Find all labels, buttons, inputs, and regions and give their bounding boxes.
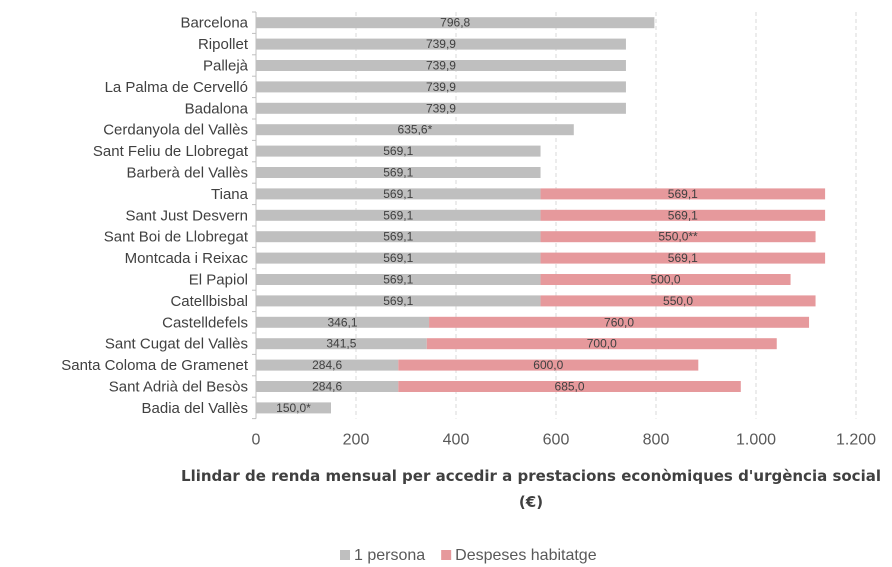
category-label: Catellbisbal (170, 293, 248, 310)
bar-1-persona (256, 209, 541, 221)
bar-1-persona (256, 167, 541, 178)
bar-1-persona (256, 402, 331, 414)
bar-1-persona (256, 316, 430, 328)
category-label: Badalona (185, 100, 249, 117)
x-tick-label: 0 (252, 432, 261, 449)
bar-1-persona (256, 60, 626, 71)
data-label: 284,6 (312, 358, 342, 372)
category-label: Sant Adrià del Besòs (109, 379, 248, 396)
bar-despeses-habitatge (540, 231, 816, 243)
data-label: 569,1 (668, 251, 698, 265)
data-label: 700,0 (587, 337, 617, 351)
bar-1-persona (256, 274, 541, 285)
data-label: 500,0 (651, 273, 681, 287)
data-label: 635,6* (398, 123, 433, 137)
data-label: 569,1 (383, 251, 413, 265)
bar-1-persona (256, 145, 541, 157)
bar-despeses-habitatge (540, 295, 816, 307)
data-label: 569,1 (383, 294, 413, 308)
category-label: Montcada i Reixac (125, 250, 249, 267)
bar-1-persona (256, 252, 541, 264)
x-tick-labels: 0 200 400 600 800 1.000 1.200 (252, 432, 877, 449)
bar-1-persona (256, 231, 541, 243)
bar-despeses-habitatge (540, 274, 791, 285)
category-label: El Papiol (189, 272, 248, 289)
bar-despeses-habitatge (398, 359, 699, 371)
bar-despeses-habitatge (398, 381, 741, 392)
bar-1-persona (256, 102, 626, 114)
data-label: 341,5 (326, 337, 356, 351)
data-label: 569,1 (383, 144, 413, 158)
bar-1-persona (256, 124, 574, 136)
category-label: Castelldefels (162, 314, 248, 331)
data-label: 739,9 (426, 37, 456, 51)
category-label: Cerdanyola del Vallès (103, 122, 248, 139)
legend-swatch-1-persona (340, 550, 350, 560)
data-label: 346,1 (328, 315, 358, 329)
bar-1-persona (256, 188, 541, 200)
legend-swatch-despeses-habitatge (441, 550, 452, 560)
data-label: 569,1 (383, 166, 413, 180)
data-label: 569,1 (383, 208, 413, 222)
data-label: 760,0 (604, 315, 634, 329)
data-label: 569,1 (383, 230, 413, 244)
data-label: 569,1 (383, 273, 413, 287)
bar-despeses-habitatge (426, 338, 777, 350)
x-tick-label: 200 (343, 432, 370, 449)
category-labels: Barcelona Ripollet Pallejà La Palma de Cerv… (61, 11, 256, 420)
bar-1-persona (256, 81, 626, 93)
category-label: Barcelona (180, 15, 248, 32)
category-label: Santa Coloma de Gramenet (61, 357, 249, 374)
category-label: Ripollet (198, 36, 249, 53)
data-label: 739,9 (426, 59, 456, 73)
bar-1-persona (256, 295, 541, 307)
x-axis-title-line-2: (€) (519, 493, 543, 511)
data-label: 569,1 (383, 187, 413, 201)
category-label: Sant Feliu de Llobregat (93, 143, 249, 160)
data-label: 284,6 (312, 380, 342, 394)
x-tick-label: 1.200 (836, 432, 876, 449)
category-label: Badia del Vallès (142, 400, 248, 417)
bar-1-persona (256, 17, 655, 29)
category-label: Tiana (211, 186, 249, 203)
category-label: Pallejà (203, 58, 249, 75)
x-tick-label: 800 (643, 432, 670, 449)
category-label: Sant Just Desvern (125, 207, 248, 224)
bar-1-persona (256, 338, 427, 350)
data-label: 685,0 (555, 380, 585, 394)
bar-despeses-habitatge (540, 252, 826, 264)
data-label: 569,1 (668, 208, 698, 222)
data-label: 739,9 (426, 101, 456, 115)
data-label: 150,0* (276, 401, 311, 415)
bar-1-persona (256, 381, 399, 392)
data-label: 550,0** (658, 230, 698, 244)
bar-1-persona (256, 359, 399, 371)
x-axis-title-line-1: Llindar de renda mensual per accedir a p… (181, 467, 881, 485)
bar-despeses-habitatge (429, 316, 810, 328)
category-label: Barberà del Vallès (127, 165, 248, 182)
data-label: 796,8 (440, 16, 470, 30)
data-label: 739,9 (426, 80, 456, 94)
x-tick-label: 1.000 (736, 432, 776, 449)
category-label: La Palma de Cervelló (105, 79, 248, 96)
category-label: Sant Boi de Llobregat (104, 229, 249, 246)
bar-despeses-habitatge (540, 209, 826, 221)
legend-label: Despeses habitatge (455, 547, 597, 564)
legend-label: 1 persona (354, 547, 425, 564)
data-label: 600,0 (533, 358, 563, 372)
bar-1-persona (256, 38, 626, 50)
data-label: 569,1 (668, 187, 698, 201)
bars: 796,8 739,9 739,9 739,9 739,9 635,6* 569,1 569,… (256, 16, 826, 415)
bar-despeses-habitatge (540, 188, 826, 200)
data-label: 550,0 (663, 294, 693, 308)
legend: 1 persona Despeses habitatge (340, 547, 597, 564)
x-tick-label: 400 (443, 432, 470, 449)
x-tick-label: 600 (543, 432, 570, 449)
category-label: Sant Cugat del Vallès (105, 336, 248, 353)
